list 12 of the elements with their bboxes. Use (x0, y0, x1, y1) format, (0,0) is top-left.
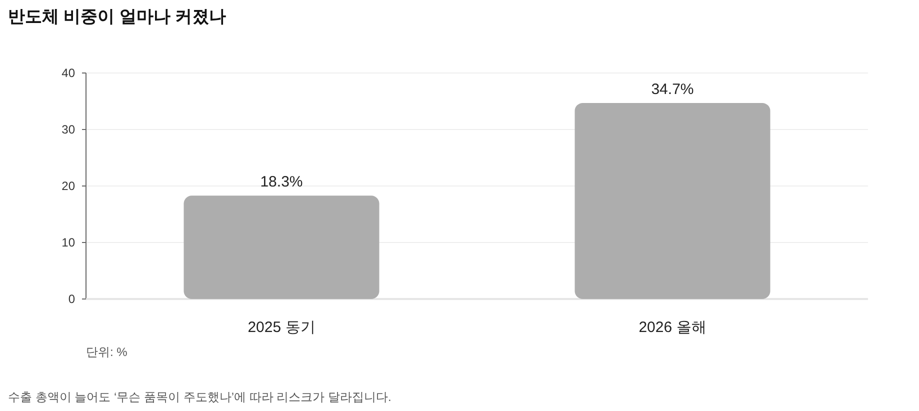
text: 수출 총액이 늘어도 ‘무슨 품목이 주도했나’에 따라 리스크가 달라집니다. (8, 390, 392, 404)
y-tick-label: 20 (62, 179, 76, 193)
y-tick-label: 10 (62, 236, 76, 250)
y-tick-label: 30 (62, 122, 76, 136)
text: 단위: % (86, 345, 128, 359)
data-label: 34.7% (651, 80, 694, 98)
x-tick-label: 2026 올해 (638, 319, 706, 336)
data-label: 18.3% (260, 174, 303, 191)
x-tick-label: 2025 동기 (248, 319, 316, 336)
y-tick-label: 40 (62, 66, 76, 80)
chart-title: 반도체 비중이 얼마나 커졌나 (8, 7, 226, 26)
y-tick-label: 0 (68, 292, 76, 306)
